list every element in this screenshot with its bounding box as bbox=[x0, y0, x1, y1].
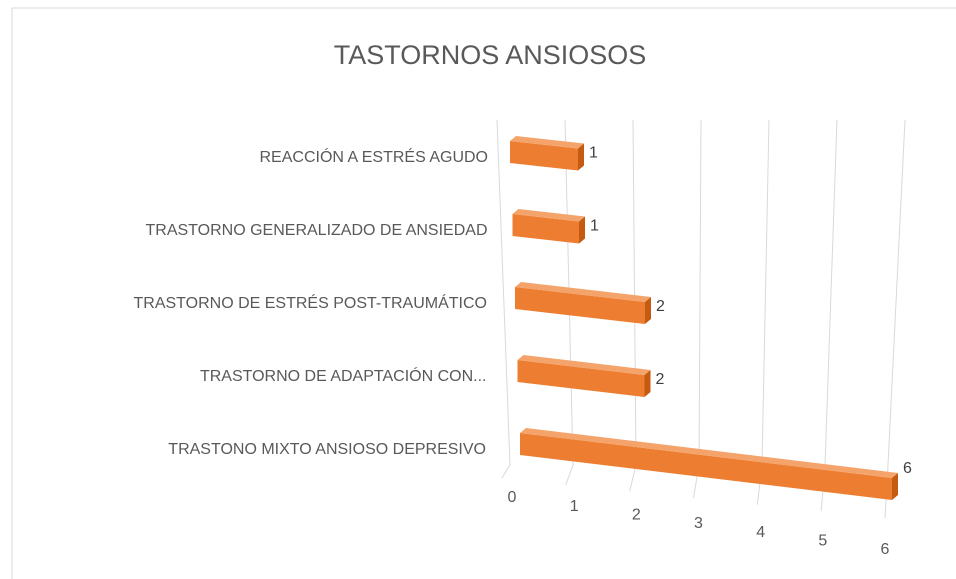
bar-top bbox=[515, 282, 651, 302]
bar bbox=[510, 136, 584, 171]
bar-side bbox=[644, 370, 651, 397]
x-tick-label: 6 bbox=[881, 541, 890, 558]
category-label: TRASTORNO DE ADAPTACIÓN CON... bbox=[200, 366, 487, 385]
value-label: 2 bbox=[656, 371, 665, 388]
grid-line bbox=[820, 119, 838, 512]
bar-side bbox=[579, 216, 585, 244]
value-label: 6 bbox=[903, 460, 912, 477]
bar bbox=[520, 428, 898, 500]
grid-line bbox=[884, 119, 906, 519]
bar-front bbox=[510, 141, 578, 171]
bar-front bbox=[517, 360, 645, 397]
x-tick-label: 1 bbox=[570, 498, 579, 515]
bar-side bbox=[645, 297, 651, 324]
x-tick-label: 2 bbox=[632, 507, 641, 524]
bar-front bbox=[515, 287, 645, 324]
bar bbox=[517, 355, 651, 397]
grid-line bbox=[496, 119, 511, 479]
grid-line bbox=[756, 119, 770, 505]
bar-side bbox=[892, 473, 898, 500]
bar bbox=[512, 209, 585, 244]
chart-title: TASTORNOS ANSIOSOS bbox=[334, 40, 647, 70]
bar-top bbox=[510, 136, 584, 149]
category-label: REACCIÓN A ESTRÉS AGUDO bbox=[260, 147, 489, 166]
value-label: 1 bbox=[590, 218, 599, 235]
value-label: 2 bbox=[656, 298, 665, 315]
bar bbox=[515, 282, 651, 324]
x-tick-label: 0 bbox=[508, 489, 517, 506]
bar-side bbox=[578, 143, 584, 171]
x-tick-label: 5 bbox=[818, 533, 827, 550]
category-label: TRASTORNO GENERALIZADO DE ANSIEDAD bbox=[146, 222, 488, 239]
grid-line bbox=[693, 119, 702, 499]
chart-border bbox=[11, 7, 956, 579]
bar-front bbox=[512, 214, 579, 244]
x-tick-label: 3 bbox=[694, 515, 703, 532]
category-label: TRASTONO MIXTO ANSIOSO DEPRESIVO bbox=[168, 441, 486, 458]
bar-top bbox=[520, 428, 898, 478]
category-label: TRASTORNO DE ESTRÉS POST-TRAUMÁTICO bbox=[133, 293, 487, 312]
bar-top bbox=[512, 209, 585, 222]
value-label: 1 bbox=[589, 145, 598, 162]
x-tick-label: 4 bbox=[756, 524, 765, 541]
bar-top bbox=[517, 355, 651, 375]
bar-front bbox=[520, 433, 892, 500]
